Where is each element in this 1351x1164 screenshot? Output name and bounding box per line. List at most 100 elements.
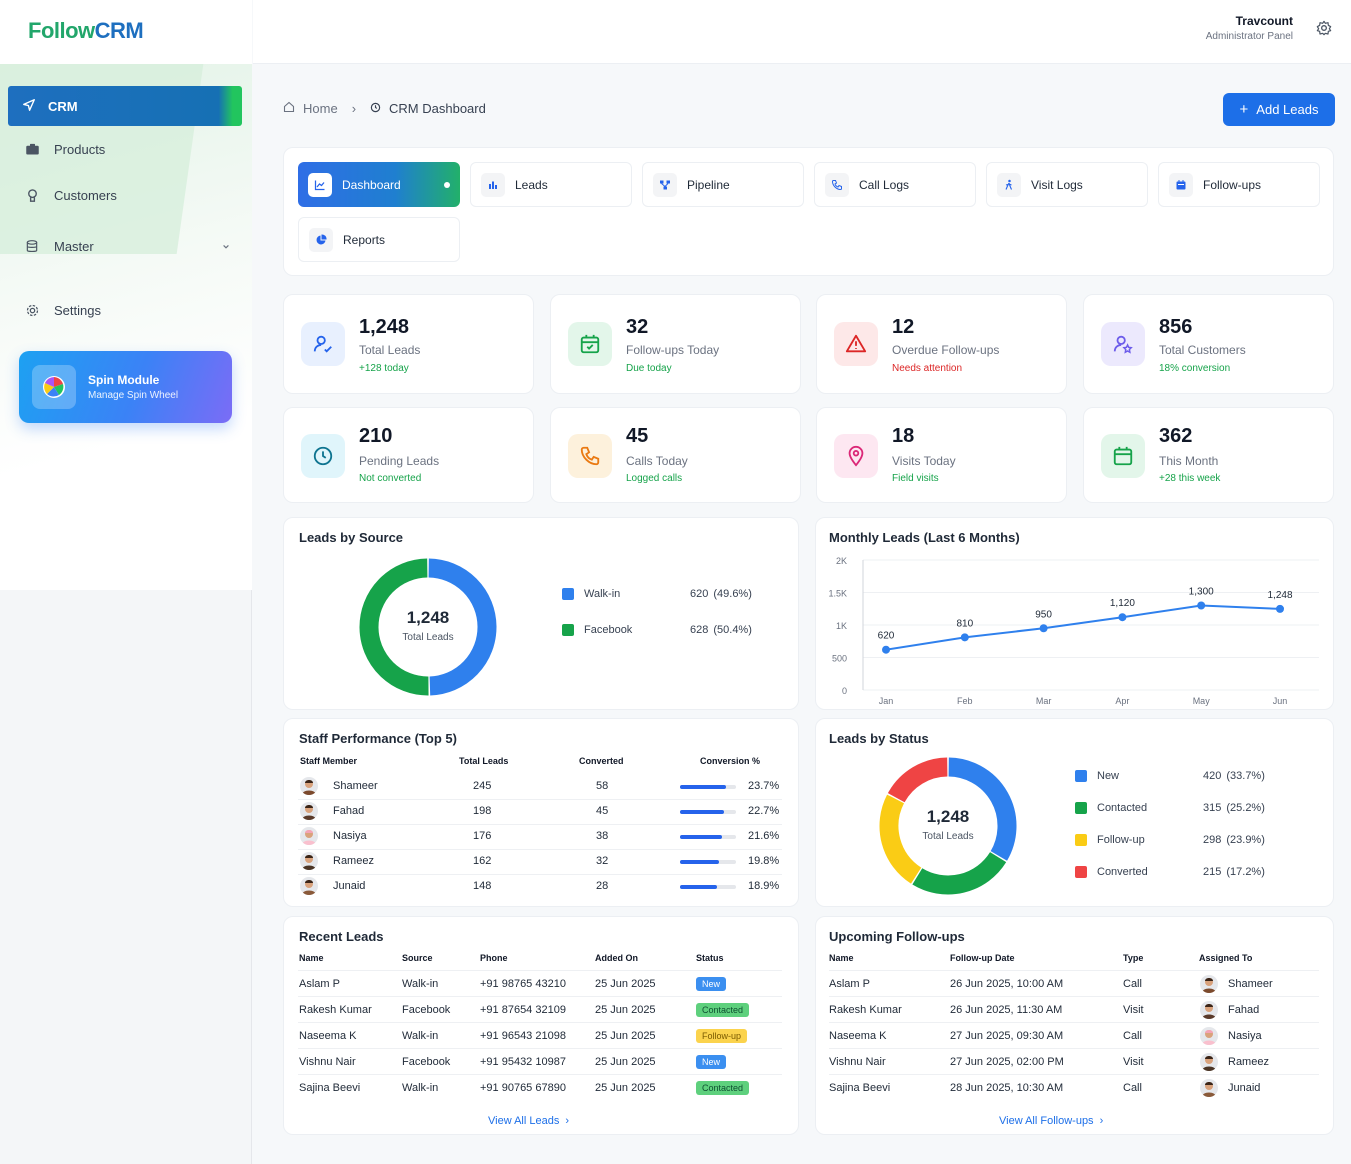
row-divider: [298, 1022, 782, 1023]
table-row[interactable]: Naseema K Walk-in +91 96543 21098 25 Jun 20…: [284, 1029, 800, 1047]
staff-name: Fahad: [333, 805, 365, 817]
donut-slice[interactable]: [948, 757, 1017, 861]
data-point[interactable]: [882, 645, 890, 654]
table-header: Converted: [579, 756, 624, 766]
warning-icon: [834, 322, 878, 366]
add-leads-button[interactable]: + Add Leads: [1223, 93, 1335, 126]
box-icon: [24, 141, 40, 157]
clock-icon: [370, 101, 381, 116]
table-row[interactable]: Vishnu Nair 27 Jun 2025, 02:00 PM Visit Ram…: [816, 1053, 1335, 1075]
table-row[interactable]: Rameez 162 32 19.8%: [284, 852, 800, 872]
data-point[interactable]: [960, 633, 969, 642]
donut-slice[interactable]: [887, 757, 948, 803]
assigned-to: Nasiya: [1228, 1030, 1262, 1042]
stat-value: 45: [626, 425, 649, 447]
stat-card[interactable]: 362 This Month +28 this week: [1083, 407, 1334, 503]
assigned-to: Shameer: [1228, 978, 1273, 990]
donut-slice[interactable]: [912, 851, 1007, 895]
data-point[interactable]: [1039, 624, 1048, 633]
legend-percent: (49.6%): [713, 588, 752, 600]
user-info[interactable]: Travcount Administrator Panel: [1206, 14, 1293, 42]
status-badge: Follow-up: [696, 1029, 748, 1043]
legend-item: Walk-in 620 (49.6%): [562, 588, 780, 600]
followup-date: 28 Jun 2025, 10:30 AM: [950, 1082, 1064, 1094]
donut-slice[interactable]: [879, 794, 922, 884]
data-point[interactable]: [1118, 613, 1127, 622]
user-star-icon: [1101, 322, 1145, 366]
leads-by-source-card: Leads by Source 1,248 Total Leads Walk-i…: [283, 517, 799, 710]
stat-card[interactable]: 210 Pending Leads Not converted: [283, 407, 534, 503]
staff-name: Junaid: [333, 880, 366, 892]
table-row[interactable]: Naseema K 27 Jun 2025, 09:30 AM Call Nasiya: [816, 1027, 1335, 1049]
donut-center-value: 1,248: [926, 807, 970, 826]
followup-name: Vishnu Nair: [829, 1056, 886, 1068]
stat-value: 1,248: [359, 316, 410, 338]
tab-call-logs[interactable]: Call Logs: [814, 162, 976, 207]
table-row[interactable]: Nasiya 176 38 21.6%: [284, 827, 800, 847]
conversion-bar: [680, 785, 736, 789]
phone-icon: [825, 172, 849, 197]
table-row[interactable]: Rakesh Kumar Facebook +91 87654 32109 25 Ju…: [284, 1003, 800, 1021]
staff-name: Nasiya: [333, 830, 367, 842]
tab-label: Call Logs: [859, 177, 910, 192]
sidebar-item-customers[interactable]: Customers: [24, 187, 117, 203]
sidebar-item-settings[interactable]: Settings: [24, 302, 101, 318]
tab-leads[interactable]: Leads: [470, 162, 632, 207]
tab-dashboard[interactable]: Dashboard: [298, 162, 460, 207]
spin-subtitle: Manage Spin Wheel: [88, 390, 179, 401]
view-all-leads-link[interactable]: View All Leads ›: [488, 1115, 569, 1127]
spin-module-card[interactable]: Spin Module Manage Spin Wheel: [19, 351, 232, 423]
stat-card[interactable]: 856 Total Customers 18% conversion: [1083, 294, 1334, 394]
settings-gear-icon[interactable]: [1316, 20, 1332, 41]
donut-slice[interactable]: [428, 558, 497, 696]
stat-card[interactable]: 18 Visits Today Field visits: [816, 407, 1067, 503]
table-row[interactable]: Junaid 148 28 18.9%: [284, 877, 800, 897]
walk-icon: [997, 172, 1021, 197]
followup-type: Call: [1123, 1082, 1142, 1094]
data-point[interactable]: [1276, 604, 1284, 613]
row-divider: [298, 849, 782, 850]
monthly-leads-line-chart: 0 500 1K 1.5K 2K 620 Jan 810 Feb 950 Mar 1,120 Apr 1,…: [828, 556, 1319, 706]
legend-count: 420: [1203, 770, 1222, 782]
staff-performance-card: Staff Performance (Top 5) Staff Member To…: [283, 718, 799, 907]
stat-card[interactable]: 45 Calls Today Logged calls: [550, 407, 801, 503]
stat-card[interactable]: 12 Overdue Follow-ups Needs attention: [816, 294, 1067, 394]
table-row[interactable]: Rakesh Kumar 26 Jun 2025, 11:30 AM Visit Fa…: [816, 1001, 1335, 1023]
lead-phone: +91 96543 21098: [480, 1030, 566, 1042]
link-label: View All Leads: [488, 1115, 560, 1127]
breadcrumb-home[interactable]: Home: [303, 101, 338, 116]
tab-pipeline[interactable]: Pipeline: [642, 162, 804, 207]
legend-name: Walk-in: [584, 588, 621, 600]
followup-name: Naseema K: [829, 1030, 887, 1042]
table-row[interactable]: Shameer 245 58 23.7%: [284, 777, 800, 797]
home-icon: [283, 101, 295, 116]
donut-slice[interactable]: [359, 558, 429, 696]
view-all-followups-link[interactable]: View All Follow-ups ›: [999, 1115, 1103, 1127]
table-row[interactable]: Fahad 198 45 22.7%: [284, 802, 800, 822]
gear-icon: [24, 302, 40, 318]
table-row[interactable]: Sajina Beevi 28 Jun 2025, 10:30 AM Call Jun…: [816, 1079, 1335, 1101]
stat-card[interactable]: 32 Follow-ups Today Due today: [550, 294, 801, 394]
stat-subtext: 18% conversion: [1159, 363, 1231, 374]
sidebar-item-products[interactable]: Products: [24, 141, 105, 157]
sidebar-item-crm[interactable]: CRM: [8, 86, 242, 126]
lead-name: Rakesh Kumar: [299, 1004, 372, 1016]
table-row[interactable]: Aslam P 26 Jun 2025, 10:00 AM Call Shameer: [816, 975, 1335, 997]
legend-swatch: [1075, 866, 1087, 878]
followup-date: 27 Jun 2025, 02:00 PM: [950, 1056, 1064, 1068]
tab-follow-ups[interactable]: Follow-ups: [1158, 162, 1320, 207]
followup-date: 26 Jun 2025, 10:00 AM: [950, 978, 1064, 990]
tab-visit-logs[interactable]: Visit Logs: [986, 162, 1148, 207]
table-row[interactable]: Sajina Beevi Walk-in +91 90765 67890 25 Jun…: [284, 1081, 800, 1099]
tab-label: Pipeline: [687, 177, 730, 192]
table-row[interactable]: Vishnu Nair Facebook +91 95432 10987 25 Jun…: [284, 1055, 800, 1073]
tab-reports[interactable]: Reports: [298, 217, 460, 262]
chevron-right-icon: ›: [565, 1115, 570, 1127]
followup-type: Visit: [1123, 1004, 1144, 1016]
legend-count: 628: [690, 624, 709, 636]
sidebar-item-master[interactable]: Master: [24, 238, 230, 254]
stat-card[interactable]: 1,248 Total Leads +128 today: [283, 294, 534, 394]
app-logo[interactable]: FollowCRM: [28, 18, 144, 43]
data-point[interactable]: [1197, 601, 1206, 610]
table-row[interactable]: Aslam P Walk-in +91 98765 43210 25 Jun 2025…: [284, 977, 800, 995]
